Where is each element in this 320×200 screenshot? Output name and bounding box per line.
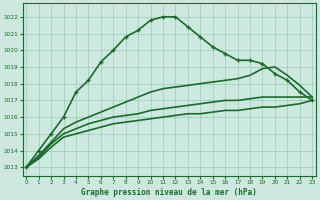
X-axis label: Graphe pression niveau de la mer (hPa): Graphe pression niveau de la mer (hPa) xyxy=(81,188,257,197)
